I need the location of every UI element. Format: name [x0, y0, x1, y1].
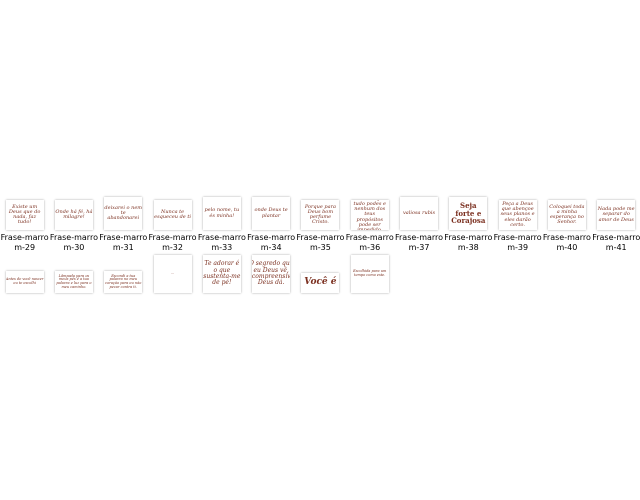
file-thumbnail[interactable]: Te adorar é o que sustenta-me de pé!: [202, 255, 241, 293]
file-row-2: Antes de você nascer eu te escolhi Lâmpad…: [0, 255, 394, 293]
file-item[interactable]: Lâmpada para os meus pés é a tua palavra…: [49, 271, 98, 293]
file-thumbnail[interactable]: Seja forte e Corajosa: [449, 197, 488, 230]
file-item[interactable]: Antes de você nascer eu te escolhi: [0, 271, 49, 293]
file-item[interactable]: O segredo que eu Deus vê, incompreensíve…: [246, 255, 295, 293]
file-name-line: Frase-marro: [444, 233, 493, 242]
file-name[interactable]: Frase-marro m-33: [198, 233, 246, 253]
file-thumbnail[interactable]: deixarei o nem te abandonarei: [104, 197, 143, 230]
file-thumbnail[interactable]: valiosa rubis: [400, 197, 439, 230]
file-thumbnail[interactable]: Bem sei que tudo podes e nenhum dos teus…: [350, 200, 389, 230]
file-name-line: Frase-marro: [99, 233, 148, 242]
file-thumbnail[interactable]: ...: [153, 255, 192, 293]
file-name-line: Frase-marro: [49, 233, 98, 242]
file-item[interactable]: Onde há fé, há milagre! Frase-marro m-30: [49, 200, 98, 253]
file-item[interactable]: Seja forte e Corajosa Frase-marro m-38: [444, 197, 493, 253]
file-name-line: m-33: [211, 243, 233, 252]
file-thumbnail[interactable]: Onde há fé, há milagre!: [54, 200, 93, 230]
file-name[interactable]: Frase-marro m-34: [247, 233, 295, 253]
file-name[interactable]: Frase-marro m-31: [99, 233, 147, 253]
file-thumbnail[interactable]: pelo nome, tu és minha!: [202, 197, 241, 230]
file-item[interactable]: Existe um Deus que do nada, faz tudo! Fr…: [0, 200, 49, 253]
file-item[interactable]: valiosa rubis Frase-marro m-37: [394, 197, 443, 253]
file-row-1: Existe um Deus que do nada, faz tudo! Fr…: [0, 197, 640, 253]
file-name-line: m-40: [556, 243, 578, 252]
file-name-line: m-37: [408, 243, 430, 252]
file-name-line: m-31: [112, 243, 134, 252]
file-thumbnail[interactable]: Lâmpada para os meus pés é a tua palavra…: [54, 271, 93, 293]
file-thumbnail[interactable]: Você é: [301, 273, 340, 293]
file-name-line: Frase-marro: [493, 233, 542, 242]
file-name-line: m-34: [260, 243, 282, 252]
file-item[interactable]: Bem sei que tudo podes e nenhum dos teus…: [345, 200, 394, 253]
file-thumbnail[interactable]: Existe um Deus que do nada, faz tudo!: [5, 200, 44, 230]
file-item[interactable]: Te adorar é o que sustenta-me de pé!: [197, 255, 246, 293]
file-name-line: Frase-marro: [296, 233, 345, 242]
file-name-line: Frase-marro: [0, 233, 49, 242]
file-thumbnail[interactable]: onde Deus te plantar: [252, 197, 291, 230]
file-thumbnail[interactable]: Nada pode me separar do amor de Deus: [597, 200, 636, 230]
file-item[interactable]: ...: [148, 255, 197, 293]
file-item[interactable]: onde Deus te plantar Frase-marro m-34: [246, 197, 295, 253]
file-thumbnail[interactable]: Escolhida para um tempo como este.: [350, 255, 389, 293]
file-name-line: Frase-marro: [592, 233, 640, 242]
file-item[interactable]: Escolhida para um tempo como este.: [345, 255, 394, 293]
file-name[interactable]: Frase-marro m-38: [444, 233, 492, 253]
file-name[interactable]: Frase-marro m-37: [395, 233, 443, 253]
file-item[interactable]: Nada pode me separar do amor de Deus Fra…: [592, 200, 640, 253]
file-name-line: Frase-marro: [542, 233, 591, 242]
file-name-line: Frase-marro: [395, 233, 444, 242]
file-name-line: m-32: [162, 243, 183, 252]
file-thumbnail[interactable]: O segredo que eu Deus vê, incompreensíve…: [252, 255, 291, 293]
file-name-line: Frase-marro: [148, 233, 197, 242]
file-name-line: Frase-marro: [247, 233, 296, 242]
file-name[interactable]: Frase-marro m-32: [149, 233, 197, 253]
file-name[interactable]: Frase-marro m-40: [543, 233, 591, 253]
file-item[interactable]: Você é: [296, 255, 345, 293]
file-name-line: m-36: [359, 243, 381, 252]
file-name-line: Frase-marro: [197, 233, 246, 242]
file-name[interactable]: Frase-marro m-41: [592, 233, 640, 253]
file-name-line: m-29: [14, 243, 36, 252]
file-name-line: m-39: [507, 243, 529, 252]
file-name[interactable]: Frase-marro m-29: [1, 233, 49, 253]
file-name-line: m-30: [63, 243, 85, 252]
file-name-line: Frase-marro: [345, 233, 394, 242]
file-item[interactable]: deixarei o nem te abandonarei Frase-marr…: [99, 197, 148, 253]
file-name[interactable]: Frase-marro m-39: [494, 233, 542, 253]
file-name[interactable]: Frase-marro m-36: [346, 233, 394, 253]
file-thumbnail[interactable]: Escondi a tua palavra no meu coração par…: [104, 271, 143, 293]
file-name-line: m-41: [605, 243, 627, 252]
file-name-line: m-38: [457, 243, 479, 252]
file-name[interactable]: Frase-marro m-30: [50, 233, 98, 253]
file-thumbnail[interactable]: Peça a Deus que abençoe seus planos e el…: [498, 200, 537, 230]
file-thumbnail[interactable]: Nunca te esqueceu de ti: [153, 200, 192, 230]
file-thumbnail[interactable]: Porque para Deus bom perfume Cristo.: [301, 200, 340, 230]
file-thumbnail[interactable]: Antes de você nascer eu te escolhi: [5, 271, 44, 293]
file-item[interactable]: pelo nome, tu és minha! Frase-marro m-33: [197, 197, 246, 253]
file-item[interactable]: Porque para Deus bom perfume Cristo. Fra…: [296, 200, 345, 253]
file-item[interactable]: Peça a Deus que abençoe seus planos e el…: [493, 200, 542, 253]
file-name-line: m-35: [310, 243, 331, 252]
file-thumbnail[interactable]: Coloquei toda a minha esperança no Senho…: [547, 200, 586, 230]
file-item[interactable]: Coloquei toda a minha esperança no Senho…: [542, 200, 591, 253]
file-item[interactable]: Nunca te esqueceu de ti Frase-marro m-32: [148, 200, 197, 253]
file-name[interactable]: Frase-marro m-35: [296, 233, 344, 253]
file-item[interactable]: Escondi a tua palavra no meu coração par…: [99, 271, 148, 293]
